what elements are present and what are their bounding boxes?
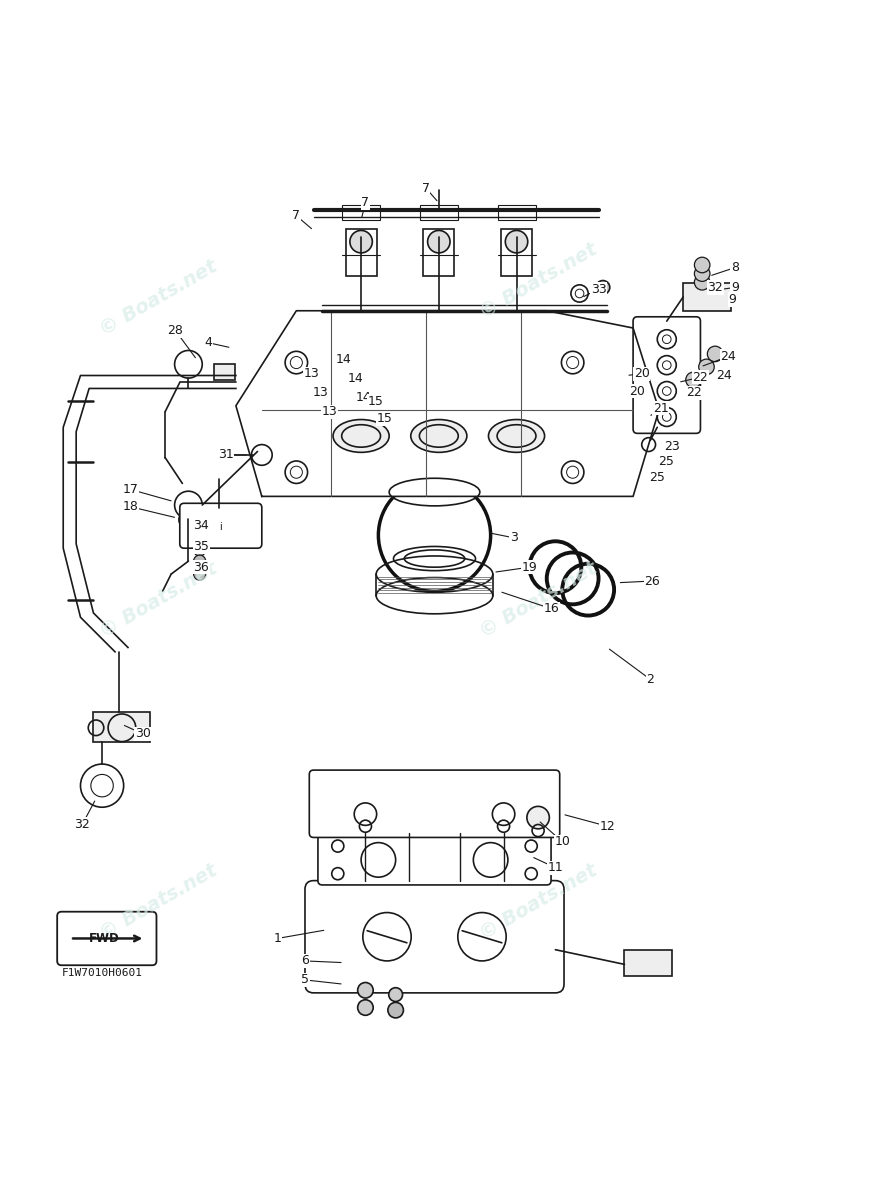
Text: 32: 32 [707, 281, 723, 294]
Circle shape [358, 1000, 373, 1015]
Text: 13: 13 [313, 386, 328, 400]
Circle shape [505, 230, 527, 253]
Text: 24: 24 [720, 350, 736, 364]
Text: i: i [219, 522, 222, 533]
Text: © Boats.net: © Boats.net [96, 559, 221, 641]
FancyBboxPatch shape [305, 881, 564, 992]
Circle shape [194, 556, 206, 568]
Circle shape [699, 359, 714, 374]
Text: 18: 18 [123, 500, 138, 514]
Text: 14: 14 [336, 354, 352, 366]
Text: 17: 17 [123, 482, 138, 496]
Text: 14: 14 [355, 390, 372, 403]
Text: 14: 14 [348, 372, 363, 385]
FancyBboxPatch shape [94, 713, 149, 743]
Text: 34: 34 [194, 520, 209, 533]
Ellipse shape [333, 420, 389, 452]
Text: 2: 2 [647, 673, 654, 686]
FancyBboxPatch shape [683, 283, 731, 311]
Circle shape [358, 983, 373, 998]
Text: © Boats.net: © Boats.net [476, 559, 600, 641]
Text: 15: 15 [368, 395, 384, 408]
Circle shape [388, 1002, 403, 1018]
Text: 6: 6 [301, 954, 308, 967]
Text: 13: 13 [304, 367, 320, 380]
FancyBboxPatch shape [634, 317, 700, 433]
FancyBboxPatch shape [318, 835, 551, 884]
FancyBboxPatch shape [625, 949, 672, 976]
Circle shape [694, 275, 710, 290]
Text: 26: 26 [644, 575, 660, 588]
Text: 7: 7 [362, 197, 369, 209]
Text: 25: 25 [649, 470, 665, 484]
Circle shape [707, 346, 723, 361]
FancyBboxPatch shape [501, 229, 532, 276]
Text: 8: 8 [731, 262, 739, 274]
Text: 10: 10 [554, 835, 570, 848]
Text: 32: 32 [75, 818, 90, 830]
Text: 12: 12 [600, 820, 615, 833]
Text: 28: 28 [168, 324, 183, 337]
Circle shape [388, 988, 402, 1002]
Text: 31: 31 [217, 449, 234, 462]
Circle shape [527, 806, 549, 829]
Text: © Boats.net: © Boats.net [96, 860, 221, 943]
Text: 25: 25 [658, 455, 673, 468]
Text: 4: 4 [204, 336, 212, 349]
Circle shape [194, 544, 206, 556]
FancyBboxPatch shape [346, 229, 376, 276]
FancyBboxPatch shape [215, 365, 235, 380]
Text: © Boats.net: © Boats.net [476, 860, 600, 943]
Circle shape [350, 230, 372, 253]
Text: 22: 22 [686, 386, 701, 400]
Text: 21: 21 [653, 402, 668, 415]
Circle shape [694, 257, 710, 272]
Text: 11: 11 [547, 862, 563, 874]
Ellipse shape [488, 420, 545, 452]
Text: 15: 15 [376, 412, 393, 425]
Text: 1: 1 [274, 932, 282, 944]
FancyBboxPatch shape [423, 229, 454, 276]
Text: F1W7010H0601: F1W7010H0601 [62, 968, 143, 978]
Circle shape [596, 281, 610, 294]
Text: 24: 24 [716, 370, 732, 382]
Circle shape [428, 230, 450, 253]
Text: 19: 19 [521, 560, 537, 574]
Text: 22: 22 [693, 371, 708, 384]
Text: 5: 5 [301, 973, 309, 986]
Text: 9: 9 [728, 293, 736, 306]
Text: 30: 30 [135, 727, 150, 740]
Text: 35: 35 [194, 540, 209, 553]
Text: 36: 36 [194, 560, 209, 574]
Text: 23: 23 [664, 440, 680, 452]
Text: 3: 3 [510, 532, 518, 545]
FancyBboxPatch shape [57, 912, 156, 965]
Text: 16: 16 [543, 602, 559, 616]
FancyBboxPatch shape [180, 503, 262, 548]
Polygon shape [235, 311, 659, 497]
FancyBboxPatch shape [309, 770, 560, 838]
Text: FWD: FWD [90, 932, 120, 944]
Circle shape [694, 266, 710, 281]
Text: 7: 7 [292, 209, 301, 222]
Text: © Boats.net: © Boats.net [476, 239, 600, 322]
Text: © Boats.net: © Boats.net [96, 257, 221, 340]
Text: 7: 7 [421, 181, 430, 194]
Text: 20: 20 [629, 384, 646, 397]
Ellipse shape [411, 420, 467, 452]
Circle shape [686, 372, 701, 388]
Circle shape [194, 568, 206, 580]
Text: 13: 13 [322, 406, 337, 419]
Text: 20: 20 [634, 367, 650, 380]
Text: 9: 9 [731, 281, 739, 294]
Text: 33: 33 [591, 283, 607, 295]
